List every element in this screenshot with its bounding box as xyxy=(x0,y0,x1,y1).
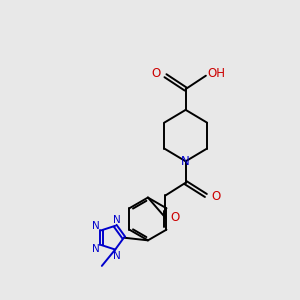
Text: N: N xyxy=(92,244,100,254)
Text: O: O xyxy=(211,190,220,203)
Text: N: N xyxy=(113,251,121,261)
Text: N: N xyxy=(181,155,190,168)
Text: O: O xyxy=(152,67,161,80)
Text: OH: OH xyxy=(207,67,225,80)
Text: O: O xyxy=(171,211,180,224)
Text: N: N xyxy=(92,221,100,232)
Text: N: N xyxy=(113,214,121,225)
